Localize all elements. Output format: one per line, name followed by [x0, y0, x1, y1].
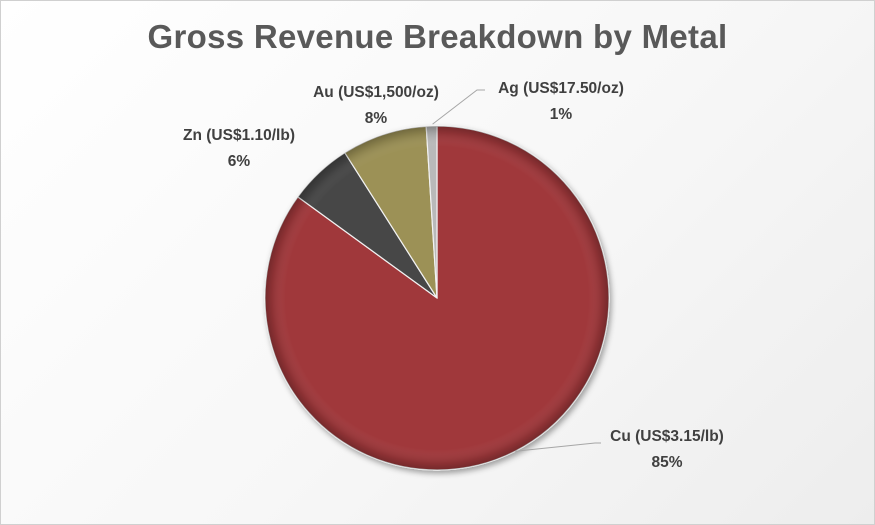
slice-label-ag: Ag (US$17.50/oz)	[498, 80, 624, 97]
slice-percent-cu: 85%	[651, 454, 682, 471]
chart-title: Gross Revenue Breakdown by Metal	[147, 18, 728, 55]
leader-line-ag	[432, 89, 485, 125]
slice-label-au: Au (US$1,500/oz)	[313, 84, 439, 101]
slice-percent-au: 8%	[365, 110, 388, 127]
leader-line-cu	[515, 442, 601, 452]
slice-label-cu: Cu (US$3.15/lb)	[610, 428, 724, 445]
slice-percent-ag: 1%	[550, 106, 573, 123]
slice-label-zn: Zn (US$1.10/lb)	[183, 127, 295, 144]
slice-percent-zn: 6%	[228, 153, 251, 170]
